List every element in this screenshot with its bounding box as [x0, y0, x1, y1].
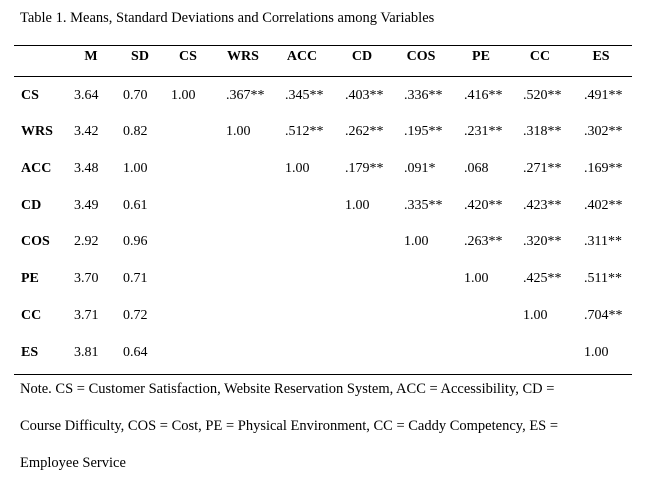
header-rule [14, 76, 632, 77]
column-header: SD [131, 49, 149, 64]
table-cell: .271** [523, 161, 562, 176]
table-cell: 3.71 [74, 308, 99, 323]
table-cell: .311** [584, 234, 622, 249]
note-line-1: Note. CS = Customer Satisfaction, Websit… [20, 381, 555, 397]
table-cell: .345** [285, 88, 324, 103]
note-line-2: Course Difficulty, COS = Cost, PE = Phys… [20, 418, 559, 434]
row-label: CS [21, 88, 39, 103]
table-cell: .320** [523, 234, 562, 249]
table-cell: .068 [464, 161, 489, 176]
table-cell: 3.64 [74, 88, 99, 103]
table-cell: .512** [285, 124, 324, 139]
column-header: ACC [286, 49, 318, 64]
table-cell: 3.49 [74, 198, 99, 213]
row-label: COS [21, 234, 50, 249]
table-cell: .491** [584, 88, 623, 103]
table-cell: 1.00 [226, 124, 251, 139]
table-cell: .520** [523, 88, 562, 103]
table-cell: .302** [584, 124, 623, 139]
table-cell: 1.00 [464, 271, 489, 286]
table-cell: .263** [464, 234, 503, 249]
table-cell: .231** [464, 124, 503, 139]
row-label: CC [21, 308, 42, 323]
table-cell: 1.00 [285, 161, 310, 176]
row-label: ACC [21, 161, 52, 176]
note-line-3: Employee Service [20, 455, 126, 471]
column-header: CD [351, 49, 373, 64]
table-cell: .367** [226, 88, 265, 103]
table-cell: 1.00 [171, 88, 196, 103]
table-cell: .195** [404, 124, 443, 139]
table-cell: .179** [345, 161, 384, 176]
column-header: WRS [227, 49, 259, 64]
table-cell: 1.00 [584, 345, 609, 360]
column-header: ES [592, 49, 610, 64]
table-cell: .169** [584, 161, 623, 176]
column-header: PE [472, 49, 490, 64]
table-cell: .704** [584, 308, 623, 323]
row-label: WRS [21, 124, 53, 139]
table-cell: 3.48 [74, 161, 99, 176]
table-cell: .402** [584, 198, 623, 213]
table-cell: 0.70 [123, 88, 148, 103]
table-cell: 0.72 [123, 308, 148, 323]
column-header: M [84, 49, 98, 64]
table-cell: .336** [404, 88, 443, 103]
table-cell: .318** [523, 124, 562, 139]
bottom-rule [14, 374, 632, 375]
table-cell: 3.42 [74, 124, 99, 139]
row-label: ES [21, 345, 39, 360]
table-cell: 0.61 [123, 198, 148, 213]
table-cell: .511** [584, 271, 622, 286]
table-cell: 3.81 [74, 345, 99, 360]
top-rule [14, 45, 632, 46]
table-cell: 1.00 [523, 308, 548, 323]
table-cell: .423** [523, 198, 562, 213]
table-cell: 1.00 [123, 161, 148, 176]
table-cell: .335** [404, 198, 443, 213]
table-cell: 1.00 [404, 234, 429, 249]
table-cell: 0.64 [123, 345, 148, 360]
table-cell: 3.70 [74, 271, 99, 286]
column-header: CS [179, 49, 197, 64]
row-label: CD [21, 198, 42, 213]
table-cell: .262** [345, 124, 384, 139]
column-header: CC [529, 49, 551, 64]
table-cell: 0.82 [123, 124, 148, 139]
table-cell: .091* [404, 161, 436, 176]
table-cell: .403** [345, 88, 384, 103]
table-cell: .425** [523, 271, 562, 286]
row-label: PE [21, 271, 39, 286]
table-cell: .420** [464, 198, 503, 213]
table-cell: 2.92 [74, 234, 99, 249]
table-cell: 0.71 [123, 271, 148, 286]
table-caption: Table 1. Means, Standard Deviations and … [20, 10, 435, 26]
table-cell: 1.00 [345, 198, 370, 213]
table-cell: .416** [464, 88, 503, 103]
table-cell: 0.96 [123, 234, 148, 249]
column-header: COS [406, 49, 436, 64]
